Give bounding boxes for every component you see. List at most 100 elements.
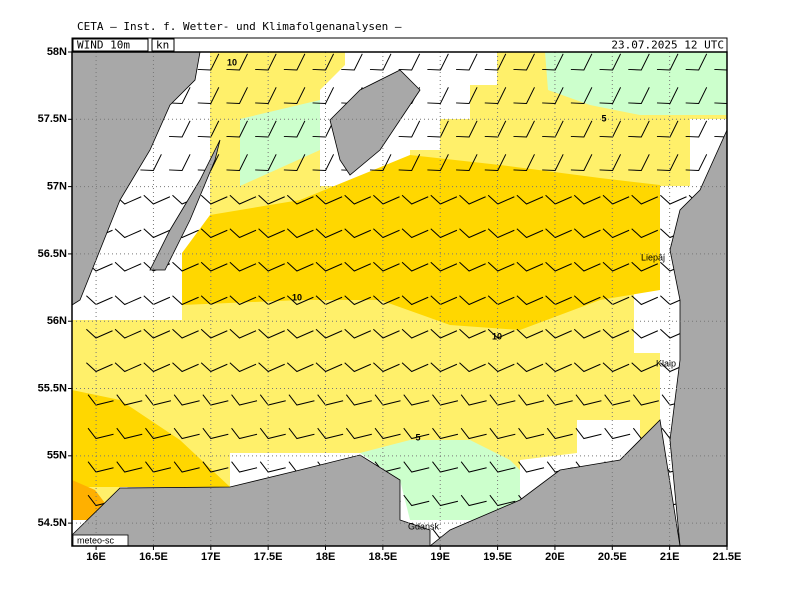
lon-tick-label: 21.5E xyxy=(713,551,742,563)
wind-barb xyxy=(229,228,257,239)
wind-barb xyxy=(427,87,449,105)
shade-gold xyxy=(72,390,230,487)
wind-barb xyxy=(403,427,430,440)
wind-barb xyxy=(369,154,392,172)
land-sweden xyxy=(72,52,201,306)
wind-barb xyxy=(545,362,572,373)
wind-barb xyxy=(344,228,372,239)
wind-barb xyxy=(315,228,343,239)
unit-box xyxy=(151,38,175,52)
wind-barb xyxy=(341,53,363,71)
wind-barb xyxy=(173,394,200,406)
wind-barb xyxy=(545,328,572,339)
wind-barb xyxy=(143,328,171,339)
wind-barb xyxy=(288,427,315,440)
wind-barb xyxy=(427,53,449,71)
wind-barb xyxy=(143,228,171,239)
wind-barb xyxy=(487,261,515,272)
wind-barb xyxy=(116,461,143,473)
wind-barb xyxy=(573,261,601,272)
lat-tick-label: 58N xyxy=(47,46,67,58)
wind-barb xyxy=(255,87,277,105)
wind-barb xyxy=(570,154,593,172)
wind-barb xyxy=(570,53,593,71)
wind-barb xyxy=(143,362,171,373)
wind-barb xyxy=(231,394,258,406)
shade-gold xyxy=(182,155,660,330)
wind-barb xyxy=(632,394,659,406)
wind-barb xyxy=(401,194,429,205)
wind-barb xyxy=(456,154,478,172)
wind-barb xyxy=(631,295,659,306)
wind-barb xyxy=(631,228,659,239)
wind-barb xyxy=(456,120,478,138)
wind-barb xyxy=(513,53,535,71)
land-baltics xyxy=(669,129,727,546)
wind-barb xyxy=(430,362,458,373)
wind-barb xyxy=(628,154,650,172)
wind-barb xyxy=(459,228,486,239)
wind-barb xyxy=(373,228,400,239)
wind-barb xyxy=(685,120,708,138)
wind-barb xyxy=(283,120,306,138)
wind-barb xyxy=(403,461,430,473)
wind-barb xyxy=(200,261,228,272)
wind-barb xyxy=(258,261,285,272)
wind-barb xyxy=(173,461,200,473)
wind-barb xyxy=(656,154,679,172)
wind-barb xyxy=(604,427,631,440)
land-kaliningrad xyxy=(429,419,681,546)
wind-barb xyxy=(628,87,650,105)
wind-barb xyxy=(484,87,507,105)
wind-barb xyxy=(226,87,248,105)
wind-barb xyxy=(398,120,421,138)
lon-tick-label: 17.5E xyxy=(254,551,283,563)
wind-barb xyxy=(87,427,114,440)
wind-barb xyxy=(255,154,277,172)
wind-barb xyxy=(459,194,486,205)
credit-box xyxy=(72,534,129,546)
wind-barb xyxy=(599,154,622,172)
wind-barb xyxy=(200,362,228,373)
wind-barb xyxy=(229,261,257,272)
wind-barb xyxy=(685,53,708,71)
lon-tick-label: 19E xyxy=(430,551,450,563)
wind-barb xyxy=(628,53,650,71)
wind-barb xyxy=(570,87,593,105)
valid-time: 23.07.2025 12 UTC xyxy=(611,39,724,52)
wind-barb xyxy=(312,154,335,172)
wind-barb xyxy=(315,362,343,373)
wind-barb xyxy=(545,228,572,239)
wind-barb xyxy=(86,328,113,339)
wind-barb xyxy=(516,194,544,205)
lon-tick-label: 21E xyxy=(660,551,680,563)
wind-barb xyxy=(631,261,659,272)
shade-green xyxy=(240,100,320,186)
wind-barb xyxy=(599,87,622,105)
wind-barb xyxy=(570,120,593,138)
wind-barb xyxy=(398,53,421,71)
wind-barb xyxy=(258,228,285,239)
title-strip: WIND_10m kn 23.07.2025 12 UTC xyxy=(71,37,728,53)
wind-barb xyxy=(484,53,507,71)
wind-barb xyxy=(401,295,429,306)
wind-barb xyxy=(546,427,573,440)
wind-barb xyxy=(518,427,545,440)
wind-barb xyxy=(685,154,708,172)
title-box xyxy=(72,38,149,52)
wind-barb xyxy=(459,295,486,306)
lat-tick-label: 57.5N xyxy=(38,113,67,125)
wind-barb xyxy=(172,328,199,339)
place-label: Gdansk xyxy=(408,521,440,531)
wind-barb xyxy=(116,427,143,440)
wind-barb xyxy=(197,53,220,71)
wind-barb xyxy=(283,154,306,172)
wind-barb xyxy=(573,362,601,373)
wind-barb xyxy=(172,362,199,373)
wind-barb xyxy=(542,87,564,105)
wind-barb xyxy=(283,53,306,71)
land xyxy=(72,52,727,546)
wind-barb xyxy=(516,228,544,239)
wind-barb xyxy=(489,427,516,440)
